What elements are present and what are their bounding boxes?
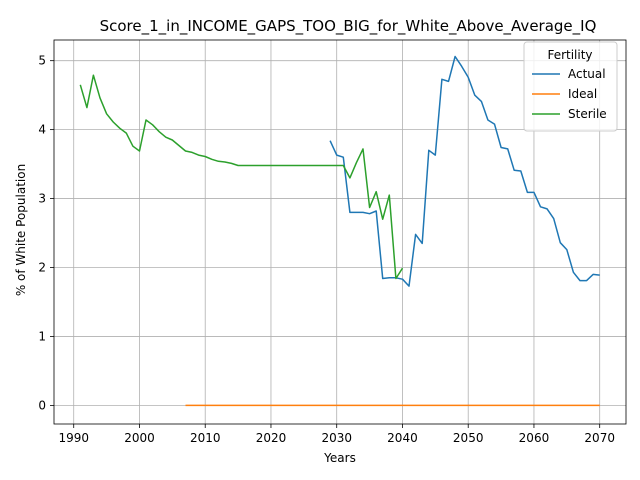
legend-label: Sterile bbox=[568, 107, 607, 121]
axis-ticks: 1990 2000 2010 2020 2030 2040 2050 2060 2070 0 1 2 3… bbox=[38, 54, 615, 445]
legend-entry-ideal: Ideal bbox=[532, 87, 597, 101]
x-tick-label: 2050 bbox=[453, 431, 484, 445]
legend-label: Actual bbox=[568, 67, 606, 81]
x-axis-label: Years bbox=[323, 451, 356, 465]
y-tick-label: 0 bbox=[38, 398, 46, 412]
legend-entry-sterile: Sterile bbox=[532, 107, 607, 121]
y-axis-label: % of White Population bbox=[14, 164, 28, 296]
chart-title: Score_1_in_INCOME_GAPS_TOO_BIG_for_White… bbox=[100, 17, 597, 36]
legend-entries: Actual Ideal Sterile bbox=[532, 67, 607, 121]
x-tick-label: 2020 bbox=[256, 431, 287, 445]
x-tick-label: 2000 bbox=[124, 431, 155, 445]
legend-entry-actual: Actual bbox=[532, 67, 606, 81]
y-tick-label: 5 bbox=[38, 54, 46, 68]
series-lines bbox=[79, 55, 600, 407]
legend-box bbox=[523, 41, 618, 132]
x-tick-label: 2010 bbox=[190, 431, 221, 445]
series-line-sterile bbox=[79, 74, 404, 280]
x-tick-label: 2040 bbox=[387, 431, 418, 445]
legend-label: Ideal bbox=[568, 87, 597, 101]
y-tick-label: 4 bbox=[38, 123, 46, 137]
x-tick-label: 2070 bbox=[584, 431, 615, 445]
y-tick-label: 3 bbox=[38, 192, 46, 206]
legend: Fertility Actual Ideal Sterile bbox=[523, 41, 618, 132]
plot-frame bbox=[53, 39, 627, 425]
series-line-actual bbox=[329, 55, 600, 287]
x-tick-label: 1990 bbox=[58, 431, 89, 445]
legend-title: Fertility bbox=[547, 48, 592, 62]
x-tick-label: 2060 bbox=[519, 431, 550, 445]
y-tick-label: 1 bbox=[38, 329, 46, 343]
y-tick-label: 2 bbox=[38, 261, 46, 275]
x-tick-label: 2030 bbox=[321, 431, 352, 445]
